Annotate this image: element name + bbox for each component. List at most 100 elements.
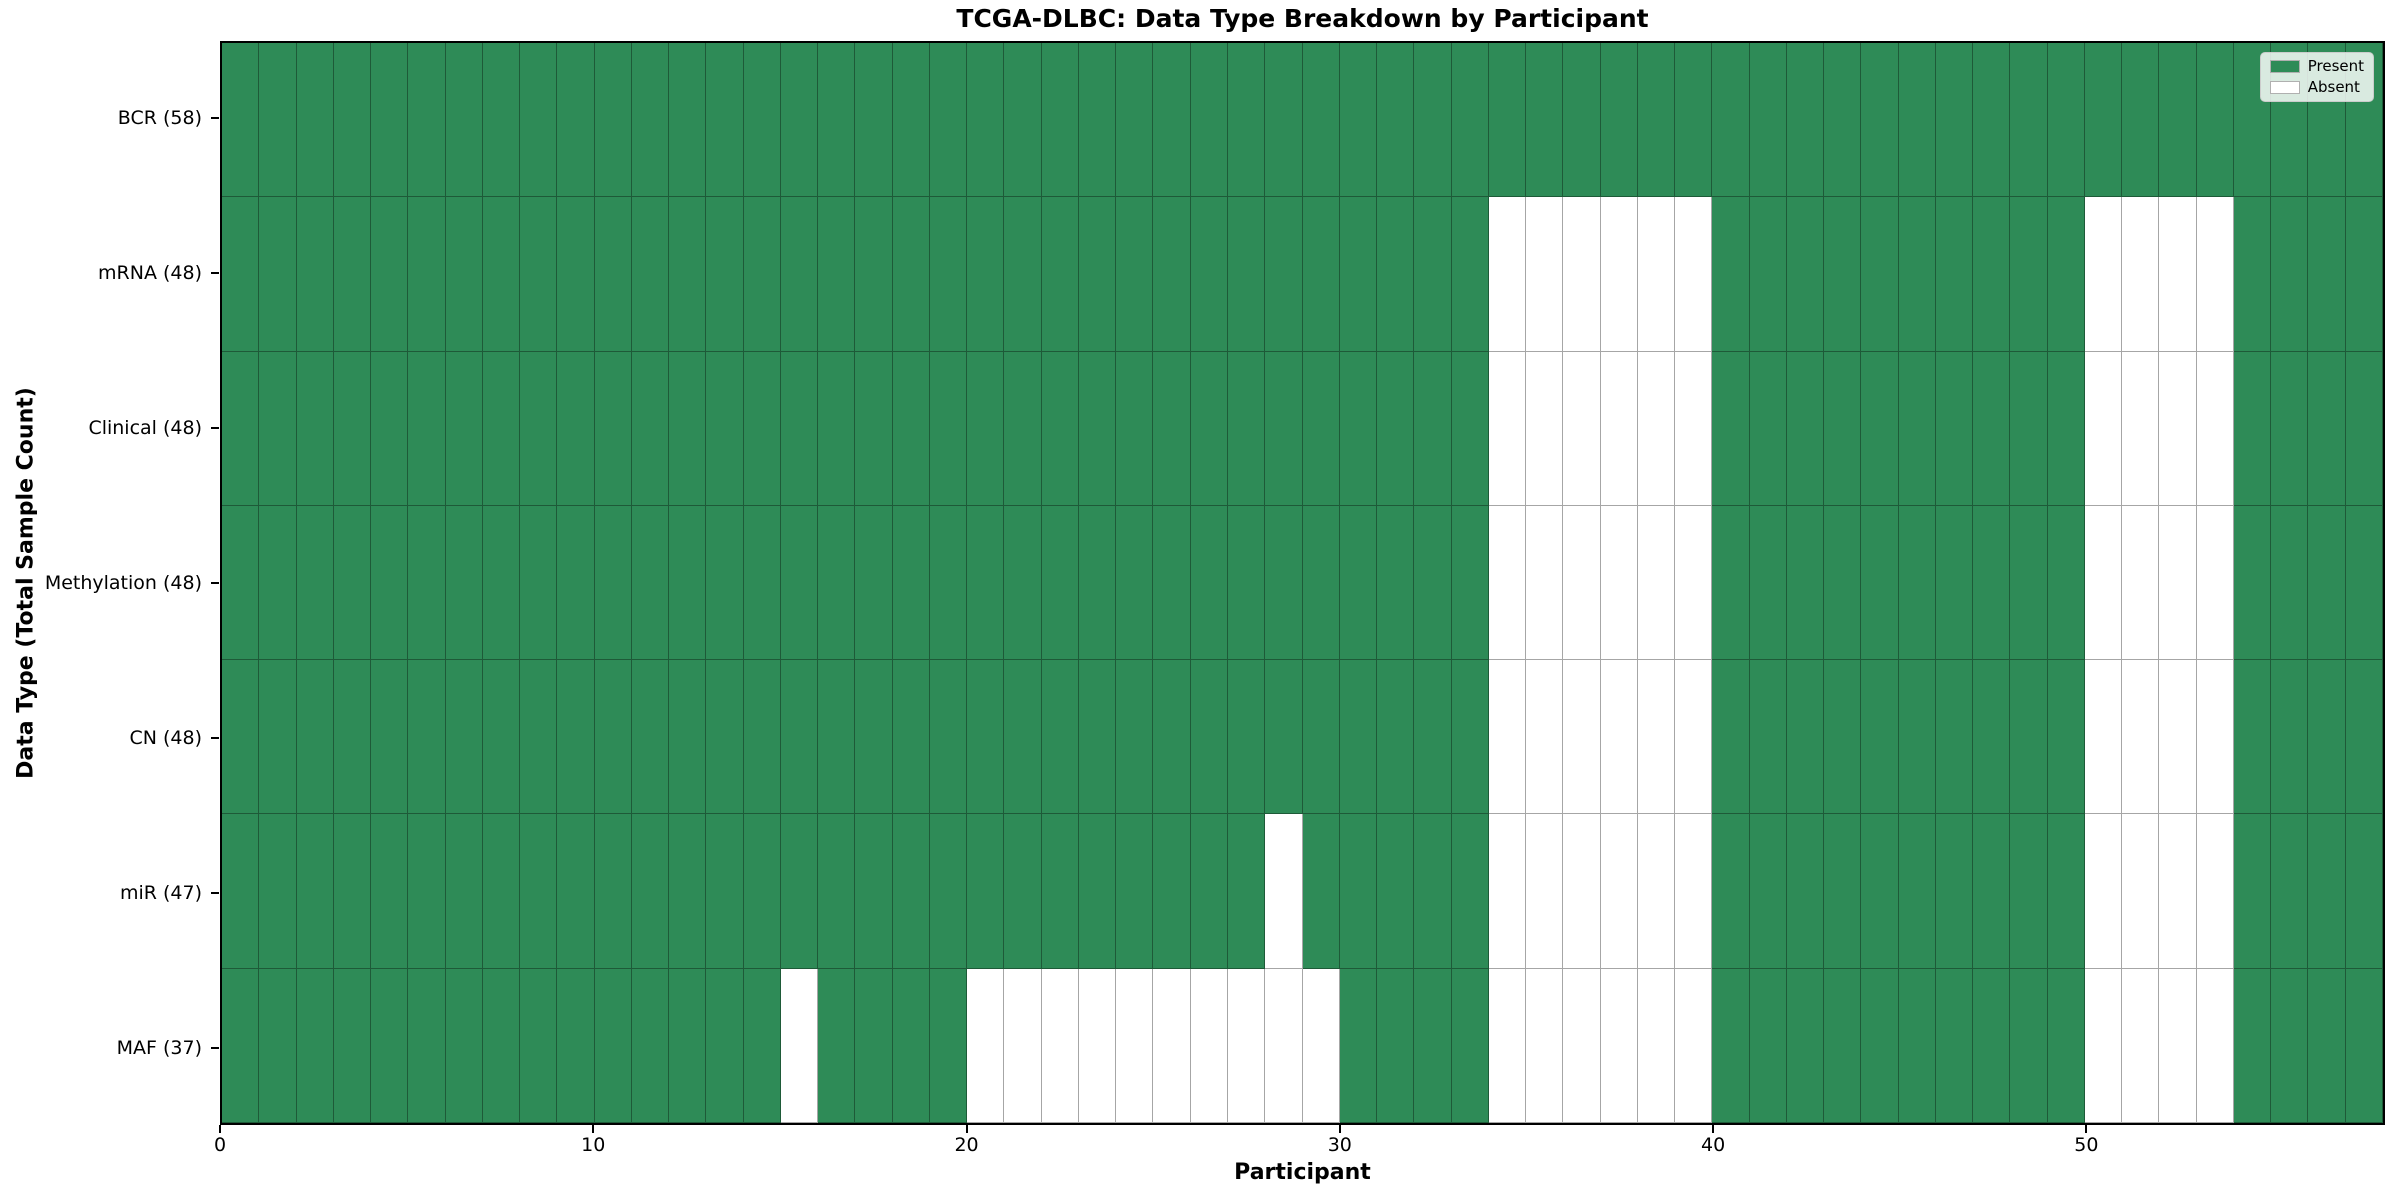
heatmap-cell xyxy=(594,660,632,815)
heatmap-cell xyxy=(706,660,744,815)
heatmap-cell xyxy=(2308,660,2346,815)
heatmap-cell xyxy=(929,968,968,1123)
heatmap-cell xyxy=(2271,505,2309,661)
heatmap-cell xyxy=(669,814,707,969)
heatmap-cell xyxy=(557,197,595,352)
heatmap-cell xyxy=(2271,351,2309,506)
heatmap-cell xyxy=(1041,660,1079,815)
heatmap-cell xyxy=(1041,505,1079,661)
heatmap-cell xyxy=(1414,660,1452,815)
heatmap-cell xyxy=(259,43,297,198)
x-tick xyxy=(1712,1125,1715,1133)
heatmap-cell xyxy=(1414,43,1452,198)
heatmap-cell xyxy=(1116,351,1154,506)
heatmap-cell xyxy=(2345,505,2383,661)
heatmap-cell xyxy=(1190,968,1228,1123)
heatmap-cell xyxy=(2122,505,2160,661)
heatmap-cell xyxy=(1973,351,2011,506)
heatmap-cell xyxy=(1526,351,1564,506)
heatmap-cell xyxy=(855,814,893,969)
heatmap-cell xyxy=(1675,351,1713,506)
heatmap-cell xyxy=(296,197,334,352)
heatmap-cell xyxy=(1004,43,1042,198)
heatmap-cell xyxy=(2047,505,2085,661)
heatmap-cell xyxy=(1227,814,1266,969)
heatmap-cell xyxy=(669,43,707,198)
heatmap-cell xyxy=(1116,968,1154,1123)
heatmap-cell xyxy=(1116,660,1154,815)
heatmap-cell xyxy=(1488,968,1527,1123)
heatmap-cell xyxy=(1786,968,1825,1123)
heatmap-cell xyxy=(259,505,297,661)
x-tick-label: 20 xyxy=(954,1134,979,1156)
heatmap-cell xyxy=(780,197,819,352)
heatmap-cell xyxy=(1600,43,1638,198)
heatmap-cell xyxy=(631,814,670,969)
heatmap-cell xyxy=(2308,968,2346,1123)
x-axis-label: Participant xyxy=(1234,1160,1371,1185)
heatmap-cell xyxy=(631,351,670,506)
heatmap-cell xyxy=(2196,43,2234,198)
heatmap-cell xyxy=(1302,351,1340,506)
heatmap-cell xyxy=(1675,968,1713,1123)
heatmap-cell xyxy=(445,43,483,198)
heatmap-cell xyxy=(1488,814,1527,969)
heatmap-cell xyxy=(1377,660,1415,815)
heatmap-cell xyxy=(2196,814,2234,969)
heatmap-cell xyxy=(2308,197,2346,352)
heatmap-cell xyxy=(1041,351,1079,506)
y-tick xyxy=(211,427,219,430)
heatmap-cell xyxy=(1451,660,1489,815)
heatmap-cell xyxy=(1302,43,1340,198)
heatmap-cell xyxy=(1749,660,1787,815)
heatmap-cell xyxy=(1227,43,1266,198)
heatmap-cell xyxy=(1041,43,1079,198)
heatmap-cell xyxy=(1116,43,1154,198)
y-tick-label: miR (47) xyxy=(119,881,202,904)
heatmap-cell xyxy=(2233,968,2272,1123)
heatmap-cell xyxy=(669,660,707,815)
heatmap-cell xyxy=(743,660,781,815)
heatmap-cell xyxy=(1339,351,1378,506)
heatmap-cell xyxy=(1414,197,1452,352)
heatmap-cell xyxy=(1302,968,1340,1123)
heatmap-cell xyxy=(1339,814,1378,969)
heatmap-cell xyxy=(929,660,968,815)
heatmap-cell xyxy=(1861,505,1899,661)
heatmap-cell xyxy=(1302,197,1340,352)
heatmap-cell xyxy=(408,660,446,815)
legend-item: Present xyxy=(2269,58,2364,75)
heatmap-cell xyxy=(594,968,632,1123)
y-tick xyxy=(211,1046,219,1049)
x-tick xyxy=(2085,1125,2088,1133)
heatmap-cell xyxy=(1973,660,2011,815)
heatmap-cell xyxy=(1265,814,1303,969)
heatmap-cell xyxy=(1377,968,1415,1123)
heatmap-cell xyxy=(1563,351,1601,506)
heatmap-cell xyxy=(2345,968,2383,1123)
heatmap-cell xyxy=(1153,43,1191,198)
heatmap-cell xyxy=(2122,197,2160,352)
heatmap-cell xyxy=(482,505,521,661)
heatmap-cell xyxy=(1190,814,1228,969)
heatmap-cell xyxy=(1451,968,1489,1123)
heatmap-cell xyxy=(1861,43,1899,198)
heatmap-cell xyxy=(1563,814,1601,969)
heatmap-cell xyxy=(1898,660,1936,815)
heatmap-cell xyxy=(222,505,260,661)
heatmap-cell xyxy=(2010,660,2048,815)
heatmap-cell xyxy=(1451,197,1489,352)
heatmap-cell xyxy=(557,43,595,198)
heatmap-cell xyxy=(296,43,334,198)
heatmap-cell xyxy=(967,814,1005,969)
heatmap-cell xyxy=(482,197,521,352)
heatmap-cell xyxy=(2084,660,2123,815)
heatmap-cell xyxy=(1637,968,1676,1123)
heatmap-cell xyxy=(2047,43,2085,198)
heatmap-cell xyxy=(1600,968,1638,1123)
heatmap-cell xyxy=(1898,197,1936,352)
heatmap-cell xyxy=(929,197,968,352)
heatmap-cell xyxy=(967,660,1005,815)
chart-title: TCGA-DLBC: Data Type Breakdown by Partic… xyxy=(956,4,1649,33)
y-tick xyxy=(211,891,219,894)
